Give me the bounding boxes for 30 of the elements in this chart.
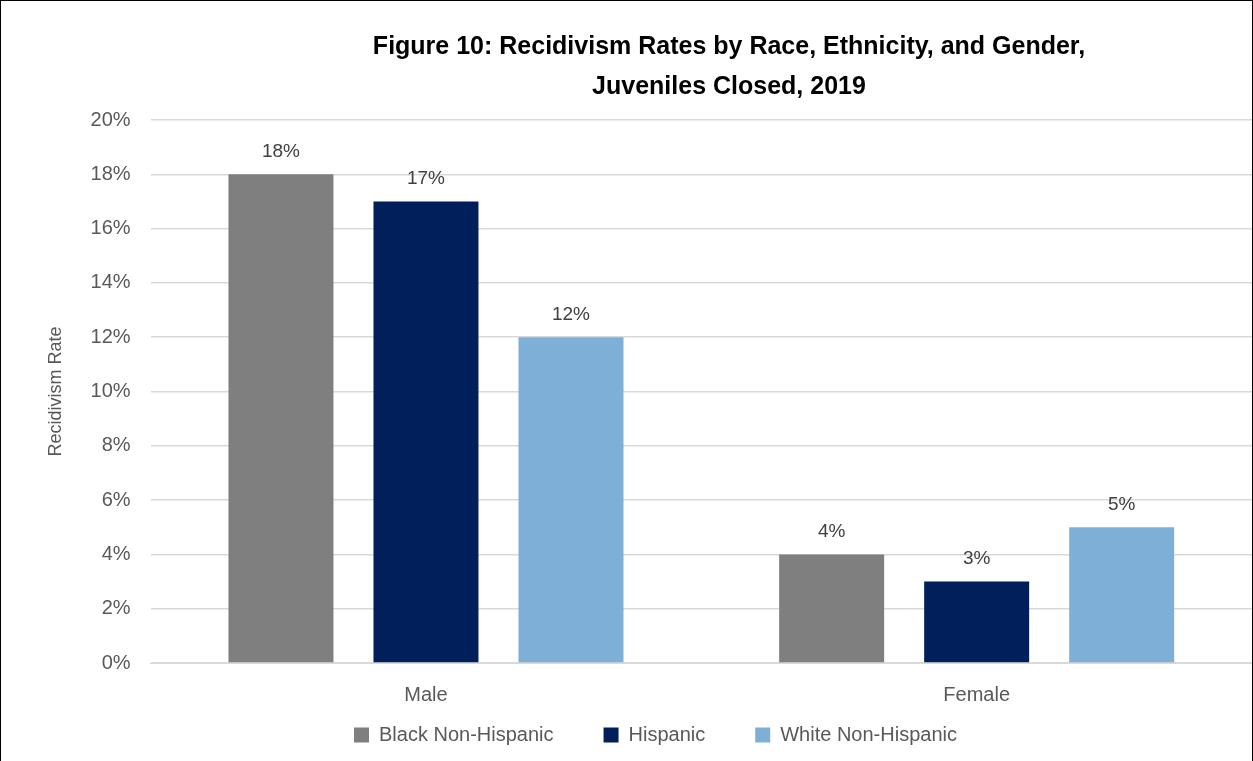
x-tick-label: Female	[943, 682, 1011, 705]
bar	[373, 201, 479, 663]
y-tick-label: 8%	[101, 433, 131, 456]
bar	[518, 337, 624, 663]
data-label: 4%	[817, 520, 846, 542]
legend-label: Hispanic	[628, 722, 706, 745]
y-axis-title: Recidivism Rate	[44, 326, 65, 457]
data-label: 12%	[551, 302, 591, 324]
chart-title: Figure 10: Recidivism Rates by Race, Ethnicity, and Gender, Juveniles Closed, 2019	[371, 30, 1087, 101]
data-label: 18%	[261, 140, 301, 162]
data-label: 5%	[1107, 492, 1136, 514]
legend-label: White Non-Hispanic	[780, 722, 957, 745]
bar	[779, 554, 885, 663]
y-tick-label: 16%	[90, 216, 131, 239]
bar	[924, 581, 1030, 663]
y-tick-label: 2%	[101, 596, 131, 619]
y-tick-label: 14%	[90, 270, 131, 293]
y-tick-label: 6%	[101, 487, 131, 510]
data-label: 17%	[406, 167, 446, 189]
data-label: 3%	[962, 547, 991, 569]
y-tick-label: 0%	[101, 650, 131, 673]
y-tick-label: 18%	[90, 161, 131, 184]
y-tick-label: 12%	[90, 324, 131, 347]
y-tick-label: 4%	[101, 541, 131, 564]
y-tick-label: 10%	[90, 379, 131, 402]
legend-label: Black Non-Hispanic	[379, 722, 554, 745]
bar	[228, 174, 334, 663]
y-tick-label: 20%	[90, 107, 131, 130]
bar	[1069, 527, 1175, 663]
x-tick-label: Male	[404, 682, 448, 705]
